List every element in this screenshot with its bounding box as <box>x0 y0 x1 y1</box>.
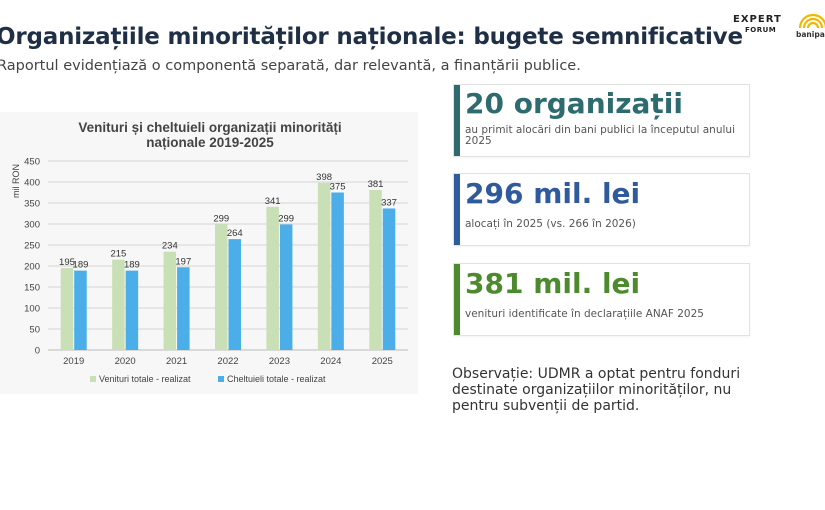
card-text: au primit alocări din bani publici la în… <box>465 124 735 147</box>
bar-revenue <box>369 189 382 350</box>
x-tick-label: 2021 <box>166 356 187 367</box>
x-tick-label: 2019 <box>63 356 84 367</box>
observation-text: Observație: UDMR a optat pentru fonduri … <box>452 366 741 414</box>
banipartide-logo-text: banipartide <box>796 30 825 39</box>
chart-gridlines: 0 50 100 150 200 250 300 350 400 450 <box>24 157 408 357</box>
data-label: 189 <box>73 260 89 271</box>
data-label: 337 <box>381 197 397 208</box>
data-label: 234 <box>162 241 178 252</box>
bar-expense <box>228 239 241 350</box>
x-tick-label: 2022 <box>217 356 238 367</box>
y-tick-label: 250 <box>24 241 40 252</box>
data-label: 398 <box>316 172 332 183</box>
card-accent-bar <box>454 85 460 156</box>
card-allocated: 296 mil. lei alocați în 2025 (vs. 266 în… <box>453 173 750 246</box>
chart-legend: Venituri totale - realizat Cheltuieli tot… <box>90 374 326 384</box>
bar-expense <box>382 208 396 350</box>
data-label: 189 <box>124 260 140 271</box>
chart-svg: Venituri și cheltuieli organizații minor… <box>0 112 418 394</box>
y-tick-label: 350 <box>24 199 40 210</box>
chart-bars: 1951892019215189202023419720212992642022… <box>59 172 397 367</box>
bar-revenue <box>266 206 279 350</box>
y-tick-label: 50 <box>29 325 40 336</box>
data-label: 375 <box>330 182 346 193</box>
card-headline: 381 mil. lei <box>465 267 641 300</box>
expert-forum-logo-bottom: FORUM <box>745 26 777 34</box>
bar-expense <box>125 270 139 350</box>
card-text: alocați în 2025 (vs. 266 în 2026) <box>465 218 636 230</box>
data-label: 264 <box>227 228 243 239</box>
legend-swatch <box>90 376 96 382</box>
x-tick-label: 2024 <box>320 356 341 367</box>
y-tick-label: 200 <box>24 262 40 273</box>
bar-revenue <box>60 268 74 350</box>
expert-forum-logo: EXPERT FORUM <box>733 14 783 40</box>
chart-title-line-2: naționale 2019-2025 <box>146 135 274 150</box>
y-tick-label: 450 <box>24 157 40 168</box>
page-subtitle: Raportul evidențiază o componentă separa… <box>0 58 581 74</box>
revenue-expense-chart: Venituri și cheltuieli organizații minor… <box>0 112 418 394</box>
card-headline: 20 organizații <box>465 87 683 120</box>
data-label: 381 <box>368 179 384 190</box>
data-label: 215 <box>110 249 126 260</box>
card-headline: 296 mil. lei <box>465 177 641 210</box>
bar-revenue <box>112 259 125 350</box>
legend-label: Venituri totale - realizat <box>99 374 191 384</box>
card-accent-bar <box>454 174 460 245</box>
card-accent-bar <box>454 264 460 335</box>
bar-expense <box>177 267 190 350</box>
bar-expense <box>74 270 87 350</box>
bar-revenue <box>317 182 331 350</box>
y-tick-label: 0 <box>35 346 40 357</box>
bar-revenue <box>215 224 228 350</box>
expert-forum-logo-top: EXPERT <box>733 14 782 25</box>
legend-label: Cheltuieli totale - realizat <box>227 374 326 384</box>
y-tick-label: 100 <box>24 304 40 315</box>
x-tick-label: 2025 <box>372 356 393 367</box>
sun-icon <box>798 13 825 28</box>
bar-expense <box>331 192 344 350</box>
x-tick-label: 2023 <box>269 356 290 367</box>
banipartide-logo: banipartide <box>793 8 825 40</box>
legend-swatch <box>218 376 224 382</box>
bar-revenue <box>163 251 177 350</box>
y-tick-label: 150 <box>24 283 40 294</box>
data-label: 299 <box>278 213 294 224</box>
chart-background <box>0 112 418 394</box>
chart-y-axis-label: mil RON <box>11 164 21 198</box>
card-text: venituri identificate în declarațiile AN… <box>465 308 704 320</box>
card-organizations: 20 organizații au primit alocări din ban… <box>453 84 750 157</box>
data-label: 299 <box>213 213 229 224</box>
y-tick-label: 300 <box>24 220 40 231</box>
card-revenue: 381 mil. lei venituri identificate în de… <box>453 263 750 336</box>
chart-title-line-1: Venituri și cheltuieli organizații minor… <box>78 120 341 135</box>
data-label: 195 <box>59 257 75 268</box>
data-label: 341 <box>265 196 281 207</box>
data-label: 197 <box>175 256 191 267</box>
x-tick-label: 2020 <box>115 356 136 367</box>
bar-expense <box>279 224 293 350</box>
page-title: Organizațiile minorităților naționale: b… <box>0 24 743 50</box>
y-tick-label: 400 <box>24 178 40 189</box>
